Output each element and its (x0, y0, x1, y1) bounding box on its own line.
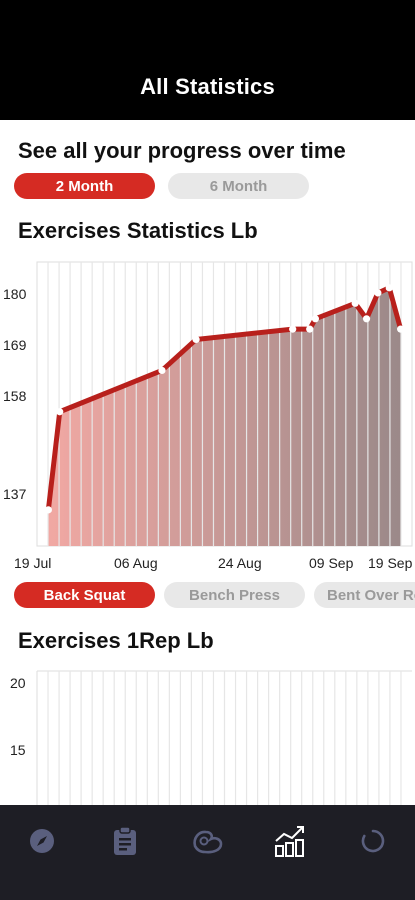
data-point (158, 366, 166, 375)
clipboard-icon[interactable] (107, 823, 143, 859)
nav-header: All Statistics (0, 0, 415, 120)
y-tick-label: 20 (10, 675, 26, 691)
data-point (289, 325, 297, 333)
exercise-stats-chart: 180 169 158 137 19 Jul 06 Aug 24 Aug 09 Sep 19 S… (3, 261, 413, 571)
x-tick-label: 19 Sep (368, 555, 413, 571)
data-point (56, 408, 64, 416)
onerep-section-title: Exercises 1Rep Lb (18, 628, 214, 653)
data-point (192, 335, 200, 344)
x-tick-label: 24 Aug (218, 555, 262, 571)
data-point (306, 325, 314, 333)
range-tab-label: 6 Month (209, 177, 268, 195)
stats-section-title: Exercises Statistics Lb (18, 218, 258, 243)
muscle-icon[interactable] (190, 823, 226, 859)
y-tick-label: 15 (10, 742, 26, 758)
y-tick-label: 180 (3, 286, 27, 302)
tab-bar (0, 805, 415, 900)
exercise-tab-bench-press[interactable]: Bench Press (164, 582, 305, 608)
x-tick-label: 09 Sep (309, 555, 354, 571)
data-point (385, 284, 393, 292)
exercise-tab-bent-over-row[interactable]: Bent Over Row (314, 582, 415, 608)
data-point (351, 299, 359, 307)
exercise-tab-label: Bench Press (189, 586, 280, 604)
data-point (311, 315, 320, 323)
data-point (397, 325, 405, 333)
range-tab-2-month[interactable]: 2 Month (14, 173, 155, 199)
y-tick-label: 169 (3, 337, 27, 353)
data-point (374, 289, 382, 297)
range-tab-label: 2 Month (55, 177, 114, 195)
x-tick-label: 06 Aug (114, 555, 158, 571)
statistics-icon[interactable] (272, 823, 308, 859)
x-tick-label: 19 Jul (14, 555, 51, 571)
exercise-tab-label: Back Squat (43, 586, 126, 604)
y-tick-label: 137 (3, 486, 27, 502)
exercise-tab-back-squat[interactable]: Back Squat (14, 582, 155, 608)
progress-heading: See all your progress over time (18, 138, 346, 163)
y-tick-label: 158 (3, 388, 27, 404)
compass-icon[interactable] (24, 823, 60, 859)
range-tab-6-month[interactable]: 6 Month (168, 173, 309, 199)
exercise-tab-label: Bent Over Row (327, 586, 415, 604)
main-content: See all your progress over time 2 Month … (0, 120, 415, 805)
page-title: All Statistics (140, 74, 275, 99)
data-point (44, 506, 52, 514)
data-point (362, 315, 371, 323)
refresh-icon[interactable] (355, 823, 391, 859)
